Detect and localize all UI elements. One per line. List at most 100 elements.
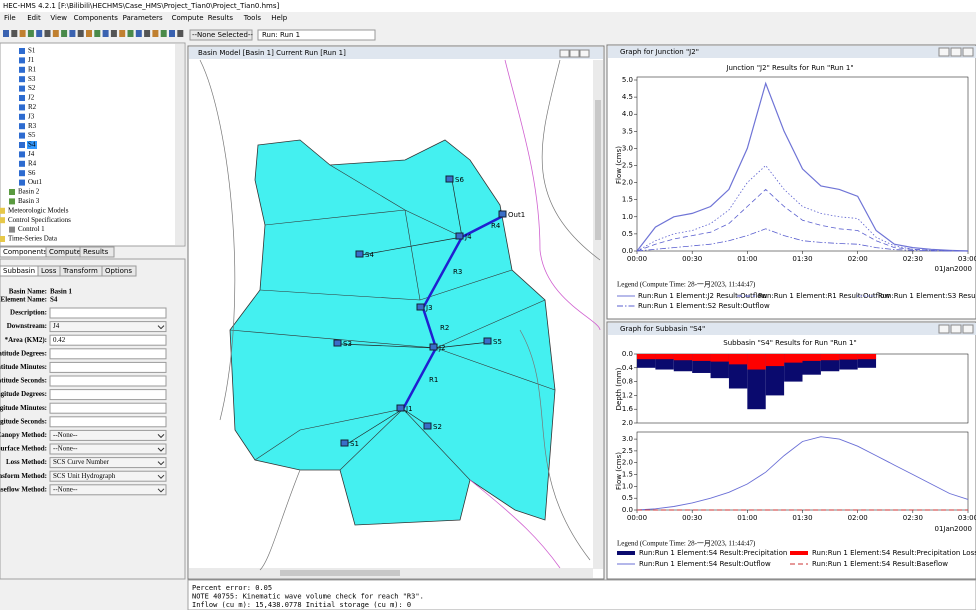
property-input[interactable] [49, 321, 167, 333]
menu-item[interactable]: Components [74, 14, 119, 22]
toolbar-button[interactable] [152, 30, 159, 37]
toolbar-button[interactable] [94, 30, 101, 37]
toolbar-button[interactable] [119, 30, 126, 37]
toolbar-button[interactable] [144, 30, 151, 37]
node-icon[interactable] [455, 232, 464, 240]
tree-item[interactable]: S5 [28, 131, 36, 139]
window-button[interactable] [559, 49, 570, 58]
toolbar-button[interactable] [52, 30, 59, 37]
node-label[interactable]: J4 [464, 233, 472, 241]
menu-item[interactable]: View [50, 14, 67, 22]
tree-icon[interactable] [19, 48, 25, 54]
toolbar-button[interactable] [135, 30, 142, 37]
node-label[interactable]: J1 [405, 405, 413, 413]
tree-item[interactable]: Basin 3 [18, 197, 40, 205]
toolbar-button[interactable] [36, 30, 43, 37]
tree-tab-label[interactable]: Components [3, 248, 48, 256]
node-label[interactable]: R4 [491, 222, 501, 230]
tree-item[interactable]: Basin 2 [18, 188, 40, 196]
node-label[interactable]: S5 [493, 338, 502, 346]
node-icon[interactable] [396, 404, 405, 412]
window-button[interactable] [962, 324, 974, 334]
tree-icon[interactable] [9, 226, 15, 233]
property-input[interactable] [49, 443, 167, 455]
toolbar-button[interactable] [19, 30, 26, 37]
tree-icon[interactable] [19, 132, 25, 139]
tree-item[interactable]: R4 [28, 159, 37, 167]
property-value[interactable]: 0.42 [53, 336, 66, 344]
property-value[interactable]: --None-- [53, 485, 78, 493]
tree-icon[interactable] [0, 217, 5, 224]
property-input[interactable] [49, 402, 167, 414]
tree-item[interactable]: J2 [28, 94, 35, 102]
property-value[interactable]: SCS Curve Number [53, 458, 110, 466]
property-input[interactable] [49, 470, 167, 482]
node-label[interactable]: S3 [343, 340, 352, 348]
window-button[interactable] [938, 47, 950, 57]
toolbar-button[interactable] [3, 30, 9, 37]
toolbar-button[interactable] [61, 30, 68, 37]
toolbar-button[interactable] [169, 30, 175, 37]
node-icon[interactable] [423, 422, 432, 430]
tree-item[interactable]: S6 [28, 169, 36, 177]
tree-icon[interactable] [19, 113, 25, 120]
window-button[interactable] [569, 49, 580, 58]
node-icon[interactable] [429, 343, 438, 351]
tree-icon[interactable] [19, 85, 25, 92]
toolbar-button[interactable] [127, 30, 134, 37]
tree-item[interactable]: Control 1 [18, 225, 45, 233]
node-icon[interactable] [416, 303, 425, 311]
node-icon[interactable] [333, 339, 342, 347]
tree-item[interactable]: S1 [28, 47, 36, 55]
tree-icon[interactable] [19, 57, 25, 64]
tree-icon[interactable] [19, 95, 25, 101]
tree-item[interactable]: R2 [28, 103, 37, 111]
toolbar-button[interactable] [27, 30, 34, 37]
property-input[interactable] [49, 416, 167, 428]
property-value[interactable]: SCS Unit Hydrograph [53, 472, 116, 480]
property-value[interactable]: --None-- [53, 445, 78, 453]
toolbar-button[interactable] [77, 30, 84, 37]
toolbar-button[interactable] [86, 30, 92, 37]
toolbar-button[interactable] [177, 30, 184, 37]
tree-item[interactable]: Control Specifications [8, 216, 71, 224]
node-label[interactable]: S6 [455, 176, 464, 184]
toolbar-button[interactable] [110, 30, 117, 37]
node-icon[interactable] [483, 337, 492, 345]
toolbar-button[interactable] [69, 30, 76, 37]
tree-item[interactable]: S3 [28, 75, 36, 83]
node-label[interactable]: J3 [425, 304, 433, 312]
node-icon[interactable] [340, 439, 349, 447]
property-tab-label[interactable]: Loss [41, 267, 57, 275]
tree-item[interactable]: R3 [28, 122, 37, 130]
property-tab-label[interactable]: Transform [62, 267, 98, 275]
tree-item[interactable]: S4 [28, 141, 36, 149]
tree-icon[interactable] [9, 189, 15, 195]
menu-item[interactable]: Edit [27, 14, 41, 22]
tree-item[interactable]: J1 [28, 56, 35, 64]
selector-combo[interactable] [189, 29, 253, 41]
menu-item[interactable]: Results [208, 14, 234, 22]
property-input[interactable] [49, 484, 167, 496]
node-label[interactable]: R2 [440, 324, 449, 332]
window-button[interactable] [950, 47, 962, 57]
property-input[interactable] [49, 361, 167, 373]
tree-tab-label[interactable]: Results [83, 248, 109, 256]
menu-item[interactable]: Help [271, 14, 288, 22]
tree-icon[interactable] [19, 179, 25, 186]
tree-icon[interactable] [19, 123, 25, 130]
node-label[interactable]: S1 [350, 440, 359, 448]
property-input[interactable] [49, 389, 167, 401]
property-input[interactable] [49, 429, 167, 441]
tree-icon[interactable] [19, 151, 25, 158]
menu-item[interactable]: File [4, 14, 16, 22]
menu-item[interactable]: Tools [243, 14, 262, 22]
tree-item[interactable]: J3 [28, 112, 35, 120]
node-label[interactable]: R1 [429, 376, 438, 384]
toolbar-button[interactable] [102, 30, 109, 37]
property-input[interactable] [49, 307, 167, 319]
tree-icon[interactable] [19, 142, 25, 148]
menu-item[interactable]: Compute [172, 14, 204, 22]
property-value[interactable]: --None-- [53, 431, 78, 439]
property-input[interactable] [49, 375, 167, 387]
